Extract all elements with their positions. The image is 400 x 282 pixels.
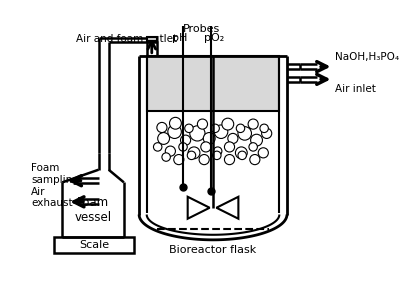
Text: pO₂: pO₂: [204, 33, 224, 43]
Circle shape: [258, 148, 268, 158]
Circle shape: [180, 135, 191, 145]
Circle shape: [211, 124, 219, 133]
Polygon shape: [216, 197, 238, 219]
Circle shape: [249, 143, 257, 151]
Bar: [147, 56, 279, 111]
Circle shape: [157, 122, 167, 133]
Circle shape: [251, 134, 262, 146]
Circle shape: [154, 143, 162, 151]
Circle shape: [222, 118, 234, 130]
Circle shape: [197, 119, 208, 129]
Circle shape: [187, 151, 196, 160]
Circle shape: [158, 133, 170, 144]
Bar: [147, 37, 157, 41]
Circle shape: [236, 147, 247, 159]
Circle shape: [165, 146, 176, 156]
Text: Probes: Probes: [183, 25, 220, 34]
Circle shape: [213, 151, 221, 160]
Circle shape: [188, 147, 200, 159]
Circle shape: [224, 142, 234, 152]
Polygon shape: [188, 197, 210, 219]
Text: Air
exhaust: Air exhaust: [31, 187, 72, 208]
Bar: [54, 237, 134, 252]
Text: Foam
sampling: Foam sampling: [31, 163, 79, 185]
Circle shape: [214, 125, 228, 138]
Text: Foam
vessel: Foam vessel: [74, 196, 112, 224]
Circle shape: [185, 124, 193, 133]
Circle shape: [228, 133, 238, 144]
Circle shape: [224, 155, 234, 165]
Circle shape: [174, 155, 184, 165]
Circle shape: [162, 153, 170, 161]
Circle shape: [260, 124, 268, 133]
Circle shape: [190, 126, 205, 141]
Circle shape: [168, 125, 181, 138]
Circle shape: [214, 147, 222, 155]
Circle shape: [248, 119, 258, 129]
Text: Bioreactor flask: Bioreactor flask: [170, 245, 257, 255]
Text: NaOH,H₃PO₄: NaOH,H₃PO₄: [335, 52, 399, 62]
Circle shape: [179, 143, 187, 151]
Circle shape: [250, 155, 260, 165]
Circle shape: [170, 117, 181, 129]
Circle shape: [262, 128, 272, 138]
Text: Scale: Scale: [79, 240, 109, 250]
Circle shape: [201, 142, 211, 152]
Circle shape: [236, 124, 245, 133]
Circle shape: [199, 155, 209, 165]
Circle shape: [238, 127, 252, 140]
Text: Air inlet: Air inlet: [335, 83, 376, 94]
Text: Air and foam outlet: Air and foam outlet: [76, 34, 177, 44]
Text: pH: pH: [172, 33, 187, 43]
Circle shape: [203, 133, 215, 144]
Circle shape: [238, 151, 246, 160]
